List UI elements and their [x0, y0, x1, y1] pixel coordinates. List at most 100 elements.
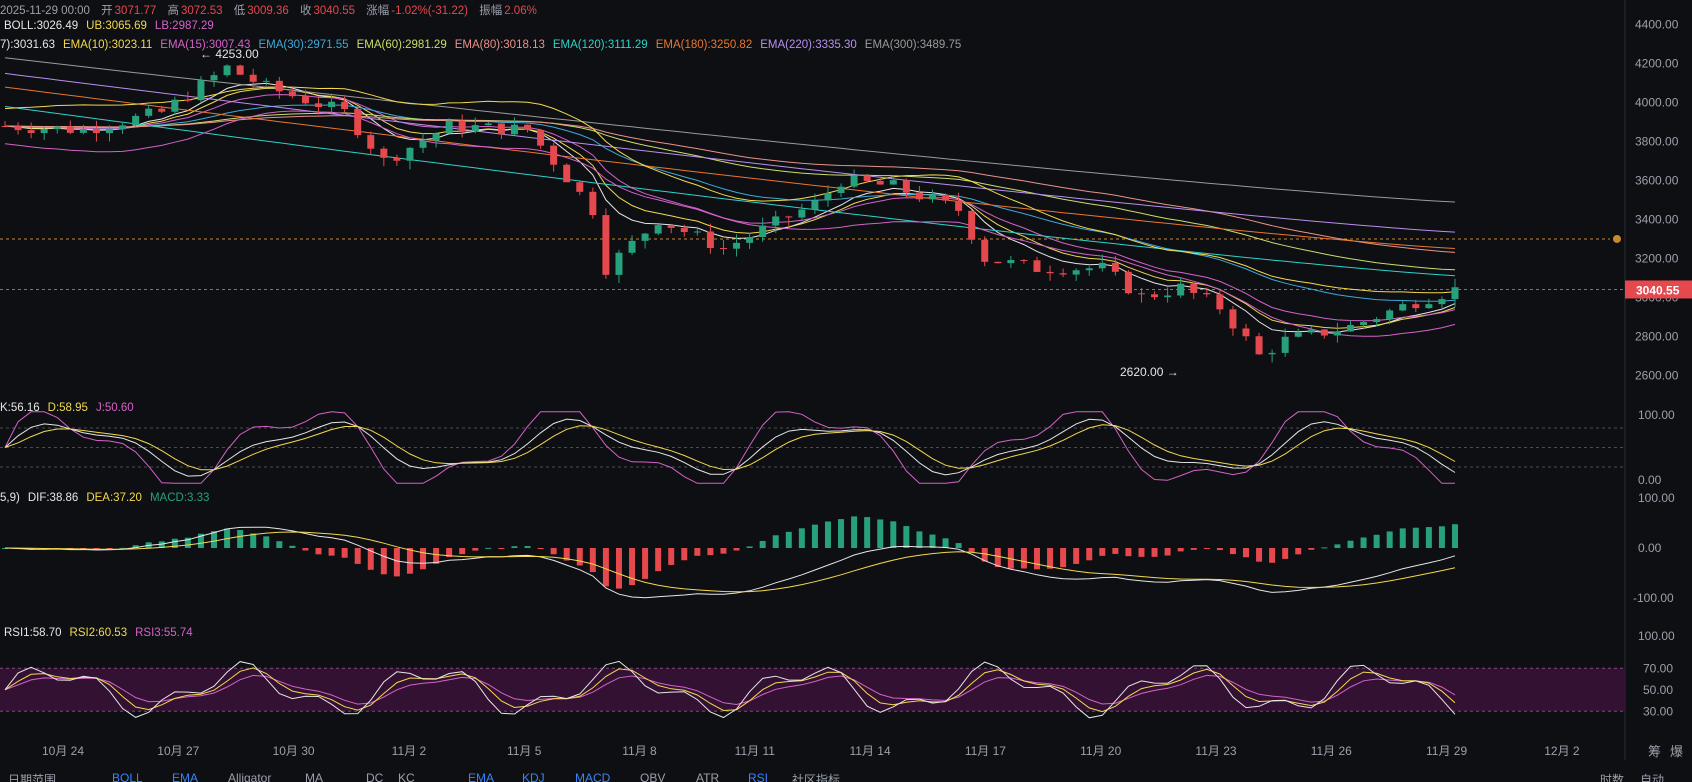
price-tick-label: 2600.00: [1635, 368, 1679, 382]
date-tick-label: 10月 24: [42, 744, 84, 758]
toolbar-item[interactable]: RSI: [748, 773, 769, 782]
date-tick-label: 11月 23: [1195, 744, 1236, 758]
macd-histogram-bar: [380, 548, 387, 575]
toolbar-item[interactable]: 日期范围: [8, 773, 57, 782]
toolbar-item[interactable]: MA: [305, 773, 323, 782]
toolbar-item[interactable]: EMA: [172, 773, 199, 782]
candle-body: [1151, 294, 1159, 298]
rsi-tick-label: 70.00: [1643, 661, 1673, 675]
macd-histogram-bar: [1138, 548, 1145, 557]
candle-body: [1307, 329, 1315, 333]
date-tick-label: 11月 26: [1311, 744, 1352, 758]
toolbar-right-item[interactable]: 自动: [1640, 773, 1665, 782]
candle-body: [275, 80, 283, 92]
toolbar-item[interactable]: OBV: [640, 773, 666, 782]
rsi-legend: RSI1:58.70 RSI2:60.53 RSI3:55.74: [4, 627, 201, 639]
candle-body: [184, 99, 192, 101]
date-tick-label: 11月 11: [735, 744, 776, 758]
macd-legend-item: MACD:3.33: [149, 492, 210, 504]
candle-body: [158, 108, 166, 112]
toolbar-item[interactable]: MACD: [575, 773, 611, 782]
ema-legend-item: EMA(180):3250.82: [655, 39, 753, 51]
candle-body: [301, 96, 309, 104]
macd-histogram-bar: [197, 533, 204, 548]
macd-histogram-bar: [1386, 531, 1393, 548]
toolbar-item[interactable]: EMA: [468, 773, 495, 782]
macd-histogram-bar: [1425, 527, 1432, 548]
macd-histogram-bar: [1256, 548, 1263, 562]
candle-body: [537, 129, 545, 146]
toolbar-item[interactable]: DC: [366, 773, 384, 782]
candle-body: [419, 140, 427, 148]
toolbar-right-item[interactable]: 时数: [1600, 773, 1625, 782]
date-tick-label: 11月 5: [507, 744, 542, 758]
toolbar-item[interactable]: KC: [398, 773, 415, 782]
ema-legend-item: EMA(220):3335.30: [760, 39, 857, 51]
candle-body: [92, 129, 100, 134]
date-tick-label: 11月 20: [1080, 744, 1121, 758]
header-open: 3071.77: [114, 5, 157, 17]
candle-body: [145, 108, 153, 116]
candle-body: [654, 225, 662, 234]
candle-body: [772, 216, 780, 226]
candle-body: [524, 124, 532, 130]
macd-histogram-bar: [811, 524, 818, 548]
corner-label: 筹: [1648, 744, 1661, 759]
macd-histogram-bar: [1334, 544, 1341, 548]
macd-histogram-bar: [1216, 548, 1223, 551]
candle-body: [889, 180, 897, 185]
toolbar-item[interactable]: ATR: [696, 773, 720, 782]
candle-body: [1229, 309, 1237, 329]
candle-body: [471, 125, 479, 132]
header-date: 2025-11-29 00:00: [0, 5, 90, 17]
price-tick-label: 4200.00: [1635, 57, 1679, 71]
candlesticks: [1, 64, 1459, 363]
macd-histogram-bar: [942, 538, 949, 548]
macd-histogram-bar: [1086, 548, 1093, 561]
rsi1-line: [4, 660, 1456, 719]
ema-220-line: [4, 72, 1456, 233]
macd-histogram-bar: [1020, 548, 1027, 569]
macd-histogram-bar: [263, 536, 270, 548]
boll-legend-item: UB:3065.69: [86, 20, 147, 32]
candle-body: [706, 231, 714, 249]
macd-histogram-bar: [1112, 548, 1119, 554]
kdj-d-line: [4, 424, 1456, 471]
macd-histogram-bar: [524, 545, 531, 548]
toolbar-item[interactable]: BOLL: [112, 773, 143, 782]
ema-legend-item: EMA(80):3018.13: [454, 39, 545, 51]
candle-body: [1, 126, 9, 127]
last-price-badge: [1625, 280, 1692, 299]
candle-body: [328, 101, 336, 108]
toolbar-item[interactable]: 社区指标: [792, 773, 841, 782]
macd-histogram-bar: [1060, 548, 1067, 568]
toolbar-item[interactable]: Alligator: [228, 773, 272, 782]
candle-body: [79, 129, 87, 133]
price-tick-label: 4000.00: [1635, 96, 1679, 110]
candle-body: [1203, 292, 1211, 295]
rsi-band: [0, 668, 1625, 712]
high-annotation: ← 4253.00: [200, 47, 259, 61]
candle-body: [628, 240, 636, 253]
ema-legend-item: EMA(60):2981.29: [356, 39, 447, 51]
macd-histogram-bar: [877, 519, 884, 548]
candle-body: [1242, 328, 1250, 337]
candle-body: [1346, 325, 1354, 332]
macd-histogram-bar: [537, 548, 544, 549]
macd-histogram-bar: [1282, 548, 1289, 559]
toolbar-item[interactable]: KDJ: [522, 773, 545, 782]
macd-histogram-bar: [433, 548, 440, 564]
candle-body: [40, 129, 48, 134]
macd-histogram-bar: [106, 548, 113, 550]
boll-legend-item: LB:2987.29: [154, 20, 214, 32]
candle-body: [785, 216, 793, 218]
ema-15-line: [4, 94, 1456, 322]
candle-body: [1438, 299, 1446, 305]
ema-legend-item: EMA(120):3111.29: [552, 39, 648, 51]
candle-body: [1268, 352, 1276, 355]
candle-body: [1255, 336, 1263, 355]
candle-body: [393, 157, 401, 161]
macd-histogram-bar: [681, 548, 688, 561]
candle-body: [915, 192, 923, 200]
